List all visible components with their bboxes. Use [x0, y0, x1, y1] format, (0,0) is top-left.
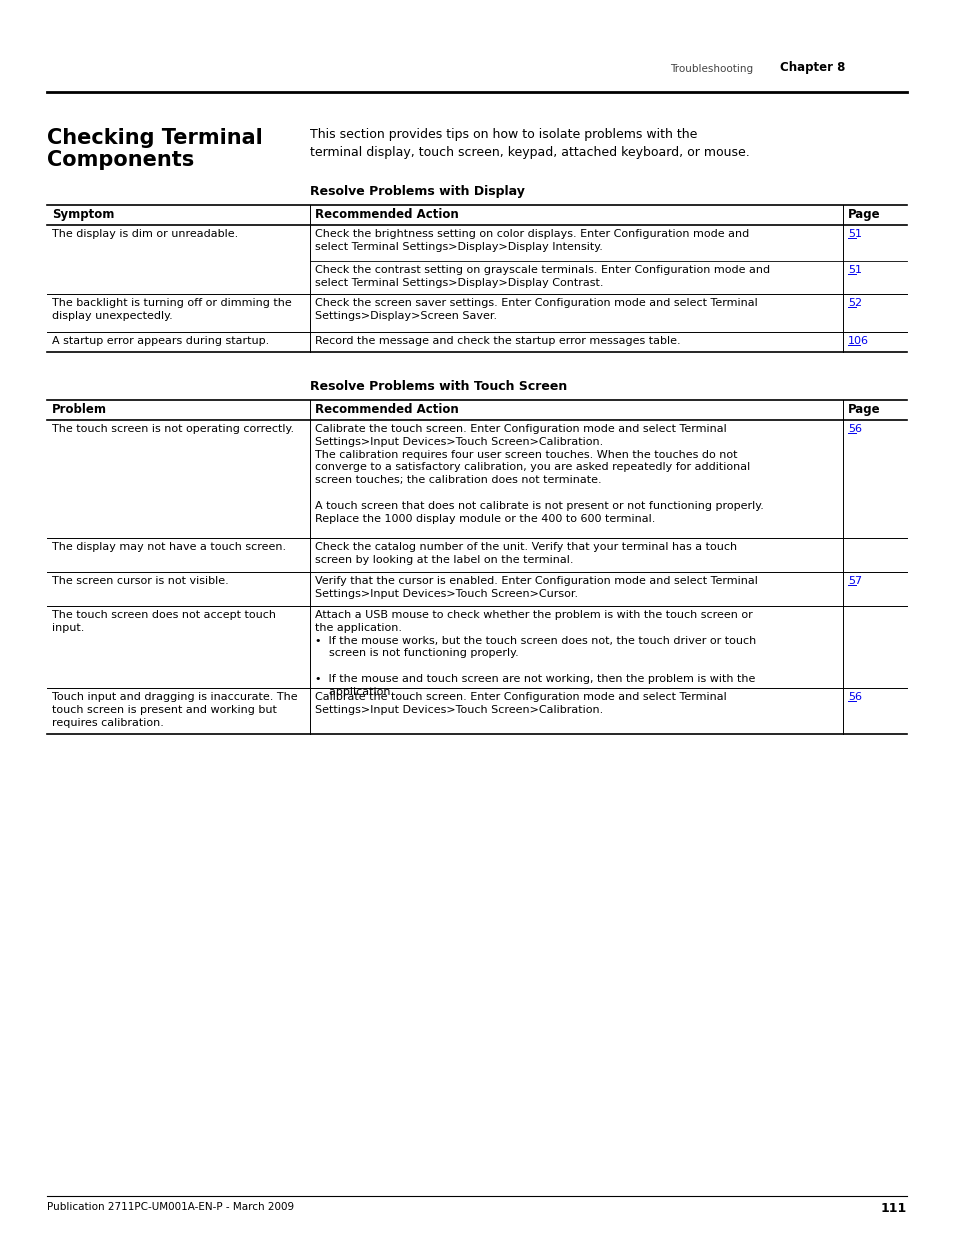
Text: The touch screen does not accept touch
input.: The touch screen does not accept touch i…	[52, 610, 275, 632]
Text: 51: 51	[847, 228, 862, 240]
Text: Check the contrast setting on grayscale terminals. Enter Configuration mode and
: Check the contrast setting on grayscale …	[314, 266, 769, 288]
Text: Calibrate the touch screen. Enter Configuration mode and select Terminal
Setting: Calibrate the touch screen. Enter Config…	[314, 692, 726, 715]
Text: The display is dim or unreadable.: The display is dim or unreadable.	[52, 228, 238, 240]
Text: The backlight is turning off or dimming the
display unexpectedly.: The backlight is turning off or dimming …	[52, 298, 292, 321]
Text: 111: 111	[880, 1202, 906, 1215]
Text: This section provides tips on how to isolate problems with the
terminal display,: This section provides tips on how to iso…	[310, 128, 749, 159]
Text: Page: Page	[847, 207, 880, 221]
Text: The touch screen is not operating correctly.: The touch screen is not operating correc…	[52, 424, 294, 433]
Text: 57: 57	[847, 576, 862, 585]
Text: A startup error appears during startup.: A startup error appears during startup.	[52, 336, 269, 346]
Text: Resolve Problems with Display: Resolve Problems with Display	[310, 185, 524, 198]
Text: Recommended Action: Recommended Action	[314, 207, 458, 221]
Text: Check the brightness setting on color displays. Enter Configuration mode and
sel: Check the brightness setting on color di…	[314, 228, 748, 252]
Text: Problem: Problem	[52, 403, 107, 416]
Text: Checking Terminal: Checking Terminal	[47, 128, 262, 148]
Text: 52: 52	[847, 298, 862, 308]
Text: Calibrate the touch screen. Enter Configuration mode and select Terminal
Setting: Calibrate the touch screen. Enter Config…	[314, 424, 763, 524]
Text: Chapter 8: Chapter 8	[780, 61, 844, 74]
Text: 56: 56	[847, 424, 862, 433]
Text: Recommended Action: Recommended Action	[314, 403, 458, 416]
Text: Touch input and dragging is inaccurate. The
touch screen is present and working : Touch input and dragging is inaccurate. …	[52, 692, 297, 727]
Text: Resolve Problems with Touch Screen: Resolve Problems with Touch Screen	[310, 380, 567, 393]
Text: Check the catalog number of the unit. Verify that your terminal has a touch
scre: Check the catalog number of the unit. Ve…	[314, 542, 737, 564]
Text: 106: 106	[847, 336, 868, 346]
Text: Components: Components	[47, 149, 194, 170]
Text: Check the screen saver settings. Enter Configuration mode and select Terminal
Se: Check the screen saver settings. Enter C…	[314, 298, 757, 321]
Text: Page: Page	[847, 403, 880, 416]
Text: 56: 56	[847, 692, 862, 701]
Text: Verify that the cursor is enabled. Enter Configuration mode and select Terminal
: Verify that the cursor is enabled. Enter…	[314, 576, 757, 599]
Text: 51: 51	[847, 266, 862, 275]
Text: Record the message and check the startup error messages table.: Record the message and check the startup…	[314, 336, 679, 346]
Text: Attach a USB mouse to check whether the problem is with the touch screen or
the : Attach a USB mouse to check whether the …	[314, 610, 756, 697]
Text: Troubleshooting: Troubleshooting	[669, 64, 752, 74]
Text: Publication 2711PC-UM001A-EN-P - March 2009: Publication 2711PC-UM001A-EN-P - March 2…	[47, 1202, 294, 1212]
Text: Symptom: Symptom	[52, 207, 114, 221]
Text: The screen cursor is not visible.: The screen cursor is not visible.	[52, 576, 229, 585]
Text: The display may not have a touch screen.: The display may not have a touch screen.	[52, 542, 286, 552]
